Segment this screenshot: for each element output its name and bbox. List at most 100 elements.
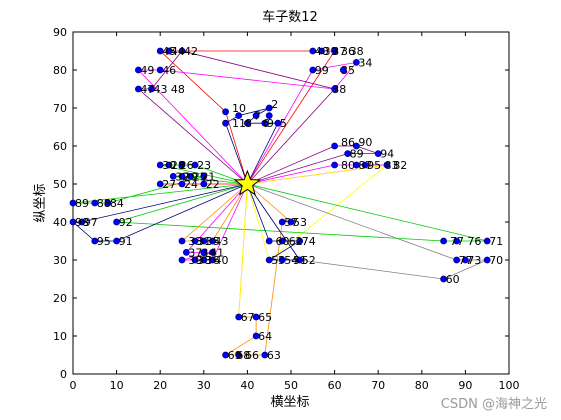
point-label: 67 xyxy=(241,311,255,324)
point-label: 87 xyxy=(358,159,372,172)
depot-star xyxy=(233,169,262,196)
route-1 xyxy=(159,50,336,185)
point-label: 29 xyxy=(184,170,198,183)
point-label: 53 xyxy=(293,216,307,229)
route-5 xyxy=(247,145,379,185)
point-95 xyxy=(361,161,369,169)
x-tick-label: 70 xyxy=(371,379,385,392)
point-70 xyxy=(483,256,491,264)
point-label: 10 xyxy=(232,102,246,115)
point-label: 38 xyxy=(332,83,346,96)
point-label: 95 xyxy=(367,159,381,172)
x-tick-label: 10 xyxy=(110,379,124,392)
point-label: 76 xyxy=(467,235,481,248)
route-8 xyxy=(160,164,248,185)
point-64 xyxy=(252,332,260,340)
point-21 xyxy=(200,172,208,180)
point-label: 31 xyxy=(197,235,211,248)
point-46 xyxy=(156,66,164,74)
point-label: 89 xyxy=(350,148,364,161)
point-label: 34 xyxy=(358,56,372,69)
point-84 xyxy=(104,199,112,207)
point-label: 68 xyxy=(236,349,250,362)
point-label: 77 xyxy=(450,235,464,248)
point-5 xyxy=(274,119,282,127)
x-tick-label: 40 xyxy=(240,379,254,392)
point-34b xyxy=(200,248,208,256)
point-49 xyxy=(134,66,142,74)
point-label: 74 xyxy=(302,235,316,248)
point-41 xyxy=(209,248,216,256)
y-tick-label: 70 xyxy=(53,102,67,115)
point-33 xyxy=(178,237,186,245)
point-35 xyxy=(339,66,347,74)
x-tick-label: 60 xyxy=(328,379,342,392)
point-80 xyxy=(331,161,339,169)
point-label: 69 xyxy=(228,349,242,362)
point-43 xyxy=(209,237,216,245)
point-35b xyxy=(200,237,208,245)
point-label: 86 xyxy=(341,136,355,149)
point-label: 40 xyxy=(315,45,329,58)
point-90 xyxy=(352,142,360,150)
point-57 xyxy=(278,218,286,226)
y-tick-label: 20 xyxy=(53,292,67,305)
point-label: 28 xyxy=(171,159,185,172)
point-29 xyxy=(178,172,186,180)
point-label: 73 xyxy=(467,254,481,267)
point-36 xyxy=(331,47,339,55)
point-77b xyxy=(453,256,461,264)
point-label: 46 xyxy=(162,64,176,77)
point-label: 97 xyxy=(84,216,98,229)
y-tick-label: 0 xyxy=(60,368,67,381)
point-label: 42 xyxy=(184,45,198,58)
point-label: 36 xyxy=(341,45,355,58)
point-label: 65 xyxy=(258,311,272,324)
point-label: 2 xyxy=(271,98,278,111)
point-62 xyxy=(278,237,286,245)
point-73 xyxy=(461,256,469,264)
point-label: 7 xyxy=(254,110,261,123)
point-37 xyxy=(182,248,190,256)
point-63 xyxy=(261,351,269,359)
point-label: 9 xyxy=(267,117,274,130)
point-label: 8 xyxy=(245,117,252,130)
point-94 xyxy=(374,150,382,158)
point-label: 91 xyxy=(119,235,133,248)
point-6 xyxy=(243,119,251,127)
x-tick-label: 90 xyxy=(458,379,472,392)
point-label: 39 xyxy=(324,45,338,58)
point-38 xyxy=(331,85,339,93)
point-55 xyxy=(265,256,273,264)
x-tick-label: 100 xyxy=(499,379,520,392)
point-31 xyxy=(191,237,199,245)
route-12 xyxy=(71,183,248,242)
y-axis-label: 纵坐标 xyxy=(33,183,48,222)
y-tick-label: 80 xyxy=(53,64,67,77)
point-2 xyxy=(265,104,273,112)
point-30 xyxy=(156,161,164,169)
point-label: 34 xyxy=(201,246,215,259)
point-86 xyxy=(331,142,339,150)
point-label: 44 xyxy=(171,45,185,58)
point-label: 51 xyxy=(293,254,307,267)
point-36b xyxy=(200,256,208,264)
point-label: 30 xyxy=(162,159,176,172)
point-39b xyxy=(178,256,186,264)
route-16 xyxy=(224,183,293,356)
depot-star-shape xyxy=(233,169,262,196)
point-label: 99 xyxy=(315,64,329,77)
point-label: 35 xyxy=(206,235,220,248)
point-60b xyxy=(440,275,448,283)
point-8 xyxy=(235,112,243,119)
point-67 xyxy=(235,313,243,321)
point-42 xyxy=(178,47,186,55)
point-label: 52 xyxy=(302,254,316,267)
point-label: 22 xyxy=(206,178,220,191)
point-label: 21 xyxy=(201,170,215,183)
point-label: 37 xyxy=(188,246,202,259)
point-52 xyxy=(296,256,304,264)
route-7 xyxy=(247,164,389,261)
point-48 xyxy=(148,85,155,93)
